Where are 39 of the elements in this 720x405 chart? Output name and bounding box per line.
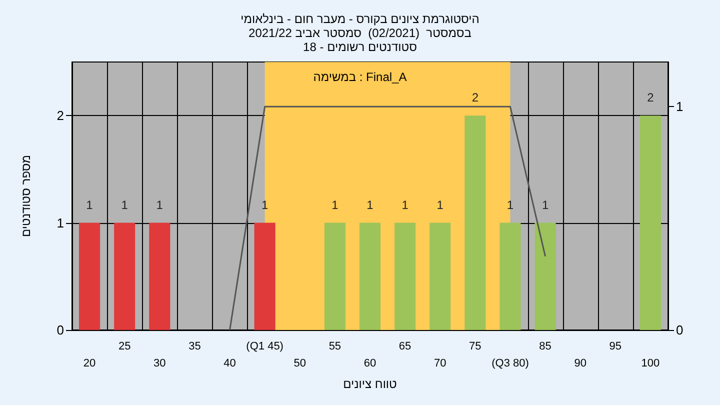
data-label: 1 bbox=[542, 198, 549, 212]
y-axis-title: מספר סטודנטים bbox=[19, 154, 33, 238]
data-label: 1 bbox=[402, 198, 409, 212]
x-tick-label: 70 bbox=[434, 358, 446, 370]
data-label: 2 bbox=[472, 90, 479, 105]
x-tick-label: (Q1 45) bbox=[246, 340, 284, 352]
chart-title: היסטוגרמת ציונים בקורס - מעבר חום - בינלאומי bbox=[240, 12, 480, 26]
chart-subtitle: בסמסטר (02/2021) סמסטר אביב 2021/22 סטודנטים רשומים - 18 bbox=[248, 26, 472, 54]
x-tick-label: 55 bbox=[328, 340, 342, 352]
y2-tick-label: 0 bbox=[676, 322, 684, 338]
data-label: 1 bbox=[121, 198, 128, 212]
x-tick-label: 20 bbox=[83, 358, 96, 370]
x-tick-label: 90 bbox=[574, 358, 586, 370]
y-tick-label: 1 bbox=[56, 215, 64, 230]
x-tick-label: 75 bbox=[469, 340, 482, 352]
x-tick-label: 40 bbox=[224, 358, 236, 370]
y2-tick-label: 1 bbox=[676, 99, 684, 114]
x-tick-label: 65 bbox=[398, 340, 412, 352]
data-label: 2 bbox=[647, 90, 654, 105]
annotation: במשימה : Final_A bbox=[313, 70, 407, 84]
y-tick-label: 2 bbox=[56, 108, 64, 124]
data-label: 1 bbox=[436, 198, 444, 212]
data-label: 1 bbox=[506, 198, 514, 212]
x-tick-label: 85 bbox=[539, 340, 552, 352]
data-label: 1 bbox=[332, 198, 339, 212]
x-tick-label: 35 bbox=[188, 340, 201, 352]
x-tick-label: 95 bbox=[609, 340, 622, 352]
x-tick-label: 30 bbox=[154, 358, 166, 370]
data-label: 1 bbox=[366, 198, 374, 212]
x-tick-label: 60 bbox=[364, 358, 376, 370]
x-tick-label: 25 bbox=[118, 340, 131, 352]
x-tick-label: 100 bbox=[641, 358, 660, 370]
data-label: 1 bbox=[156, 198, 164, 212]
x-axis-title: טווח ציונים bbox=[343, 377, 398, 391]
data-label: 1 bbox=[261, 198, 268, 212]
x-tick-label: 50 bbox=[294, 358, 306, 370]
data-label: 1 bbox=[86, 198, 94, 212]
y-tick-label: 0 bbox=[56, 322, 64, 338]
x-tick-label: (Q3 80) bbox=[492, 358, 529, 370]
